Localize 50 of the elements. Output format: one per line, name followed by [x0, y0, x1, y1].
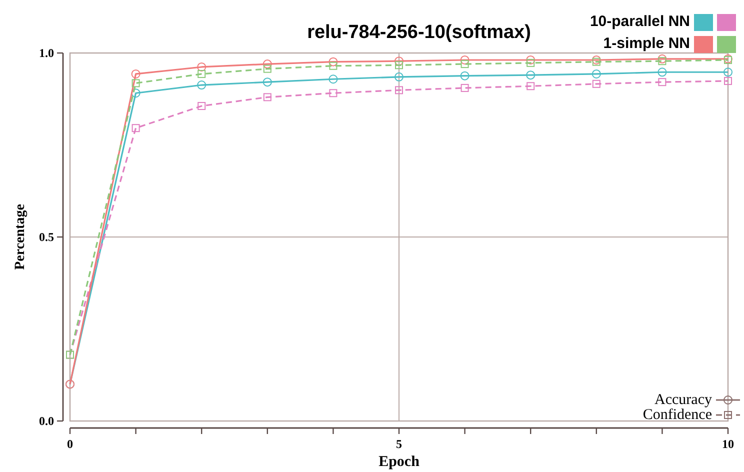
- point: [197, 62, 206, 72]
- point: [526, 82, 535, 90]
- x-tick-label: 5: [396, 437, 402, 451]
- point: [395, 86, 403, 94]
- point: [658, 54, 667, 64]
- y-tick-label: 1.0: [39, 46, 54, 60]
- y-tick-label: 0.0: [39, 414, 54, 428]
- point: [262, 60, 272, 69]
- chart-title: relu-784-256-10(softmax): [307, 22, 531, 43]
- point: [460, 84, 469, 92]
- point: [724, 76, 732, 85]
- point: [395, 61, 403, 70]
- annotation: Accuracy: [654, 392, 712, 408]
- y-tick-label: 0.5: [39, 230, 54, 244]
- point: [329, 62, 338, 70]
- point: [132, 79, 140, 88]
- point: [592, 69, 601, 78]
- point: [328, 74, 338, 84]
- point: [262, 78, 272, 87]
- point: [263, 93, 272, 102]
- legend-label: 1-simple NN: [603, 35, 690, 52]
- x-axis-title: Epoch: [378, 454, 420, 470]
- point: [394, 72, 404, 82]
- x-tick-label: 10: [722, 437, 734, 451]
- point: [526, 55, 536, 64]
- point: [658, 78, 666, 86]
- point: [329, 89, 338, 98]
- point: [328, 57, 338, 66]
- point: [526, 58, 535, 67]
- point: [132, 124, 140, 132]
- point: [592, 80, 600, 88]
- y-axis-title: Percentage: [13, 204, 28, 270]
- point: [724, 68, 732, 77]
- point: [198, 102, 206, 110]
- point: [263, 64, 272, 73]
- point: [658, 68, 667, 77]
- point: [198, 70, 206, 78]
- point: [658, 57, 666, 66]
- point: [131, 88, 140, 98]
- annotation: Confidence: [642, 407, 712, 423]
- point: [460, 71, 470, 80]
- point: [460, 60, 469, 68]
- point: [460, 55, 470, 64]
- point: [592, 55, 601, 64]
- legend-label: 10-parallel NN: [590, 13, 690, 30]
- x-tick-label: 0: [67, 437, 73, 451]
- point: [526, 70, 536, 80]
- point: [131, 69, 140, 78]
- point: [197, 80, 206, 90]
- point: [394, 56, 404, 66]
